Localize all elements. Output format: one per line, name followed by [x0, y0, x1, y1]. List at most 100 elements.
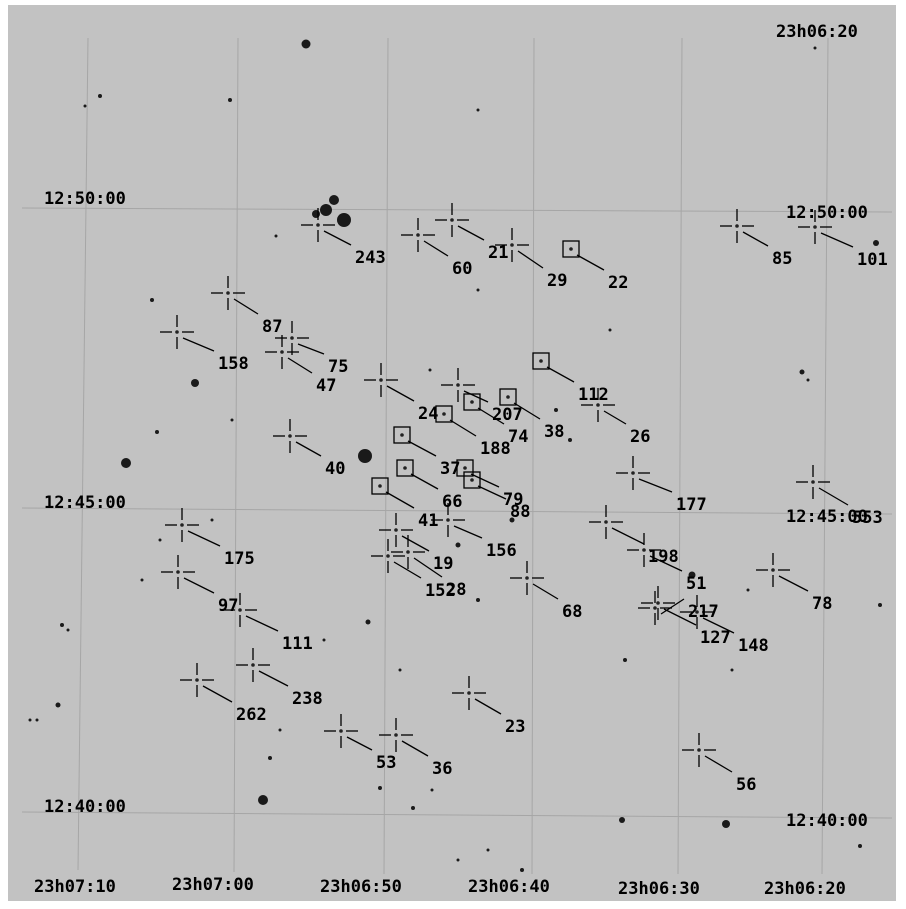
- object-marker-56: 56: [682, 733, 756, 795]
- leader-line: [245, 615, 279, 632]
- background-star: [858, 844, 862, 848]
- background-star: [378, 786, 382, 790]
- background-star: [150, 298, 154, 302]
- object-star: [290, 336, 294, 340]
- object-star: [442, 412, 446, 416]
- background-star: [619, 817, 625, 823]
- leader-line: [295, 441, 322, 457]
- object-label: 262: [236, 705, 267, 725]
- leader-line: [477, 407, 505, 425]
- background-star: [140, 578, 144, 582]
- background-star: [210, 518, 214, 522]
- object-star: [510, 243, 514, 247]
- object-star: [695, 610, 699, 614]
- object-marker-175: 175: [165, 508, 255, 569]
- object-star: [771, 568, 775, 572]
- background-star: [358, 449, 372, 463]
- background-star: [554, 408, 558, 412]
- object-star: [811, 480, 815, 484]
- leader-line: [704, 755, 733, 773]
- background-star: [476, 108, 480, 112]
- leader-line: [778, 575, 809, 592]
- background-star: [322, 638, 326, 642]
- background-star: [799, 369, 805, 375]
- background-star: [730, 668, 734, 672]
- background-star: [430, 788, 434, 792]
- ra-grid-line: [233, 37, 239, 873]
- leader-line: [413, 557, 443, 578]
- background-star: [455, 542, 461, 548]
- leader-line: [401, 535, 430, 552]
- object-star: [470, 400, 474, 404]
- leader-line: [183, 577, 215, 594]
- object-marker-47: 47: [265, 335, 336, 396]
- leader-line: [410, 473, 439, 490]
- leader-line: [407, 440, 437, 457]
- leader-line: [386, 385, 415, 402]
- ra-grid-line: [677, 37, 683, 875]
- ra-label: 23h07:00: [172, 875, 254, 895]
- object-label: 101: [857, 250, 888, 270]
- background-star: [60, 623, 64, 627]
- square-marker: [371, 477, 389, 495]
- object-marker-53: 53: [324, 714, 396, 773]
- object-marker-262: 262: [180, 663, 267, 725]
- ra-label: 23h06:40: [468, 877, 550, 897]
- object-star: [456, 383, 460, 387]
- object-marker-152: 152: [371, 539, 456, 601]
- background-star: [456, 858, 460, 862]
- object-label: 51: [686, 574, 706, 594]
- object-marker-238: 238: [236, 648, 323, 709]
- object-star: [653, 606, 657, 610]
- leader-line: [660, 598, 685, 615]
- object-star: [416, 233, 420, 237]
- background-star: [476, 288, 480, 292]
- background-star: [312, 210, 320, 218]
- object-marker-177: 177: [616, 456, 707, 515]
- dec-grid-line: [21, 507, 893, 515]
- leader-line: [233, 298, 259, 315]
- background-star: [476, 598, 480, 602]
- background-star: [398, 668, 402, 672]
- background-star: [806, 378, 810, 382]
- object-star: [642, 548, 646, 552]
- background-star: [722, 820, 730, 828]
- object-star: [386, 554, 390, 558]
- object-marker-111: 111: [223, 593, 313, 654]
- background-star: [878, 603, 882, 607]
- object-marker-87: 87: [211, 276, 282, 337]
- object-star: [280, 350, 284, 354]
- object-star: [195, 678, 199, 682]
- object-label: 553: [852, 508, 883, 528]
- object-marker-97: 97: [161, 555, 238, 616]
- object-label: 75: [328, 357, 348, 377]
- object-marker-127: 127: [641, 586, 731, 648]
- object-star: [238, 608, 242, 612]
- leader-line: [477, 485, 507, 500]
- object-label: 87: [262, 317, 282, 337]
- object-marker-88: 88: [463, 471, 530, 522]
- leader-line: [517, 250, 544, 269]
- object-label: 97: [218, 596, 238, 616]
- leader-line: [470, 473, 500, 488]
- leader-line: [638, 478, 673, 493]
- leader-line: [401, 740, 429, 757]
- object-star: [403, 466, 407, 470]
- object-label: 188: [480, 439, 511, 459]
- object-label: 38: [544, 422, 564, 442]
- object-label: 22: [608, 273, 628, 293]
- dec-label: 12:45:00: [44, 493, 126, 513]
- object-star: [226, 291, 230, 295]
- ra-grid-line: [77, 37, 89, 871]
- object-marker-37: 37: [393, 426, 460, 479]
- object-label: 152: [425, 581, 456, 601]
- square-marker: [393, 426, 411, 444]
- background-star: [813, 46, 817, 50]
- object-marker-29: 29: [495, 228, 567, 291]
- object-label: 24: [418, 404, 438, 424]
- dec-label: 12:50:00: [44, 189, 126, 209]
- square-marker: [463, 393, 481, 411]
- object-star: [288, 434, 292, 438]
- leader-line: [323, 230, 352, 246]
